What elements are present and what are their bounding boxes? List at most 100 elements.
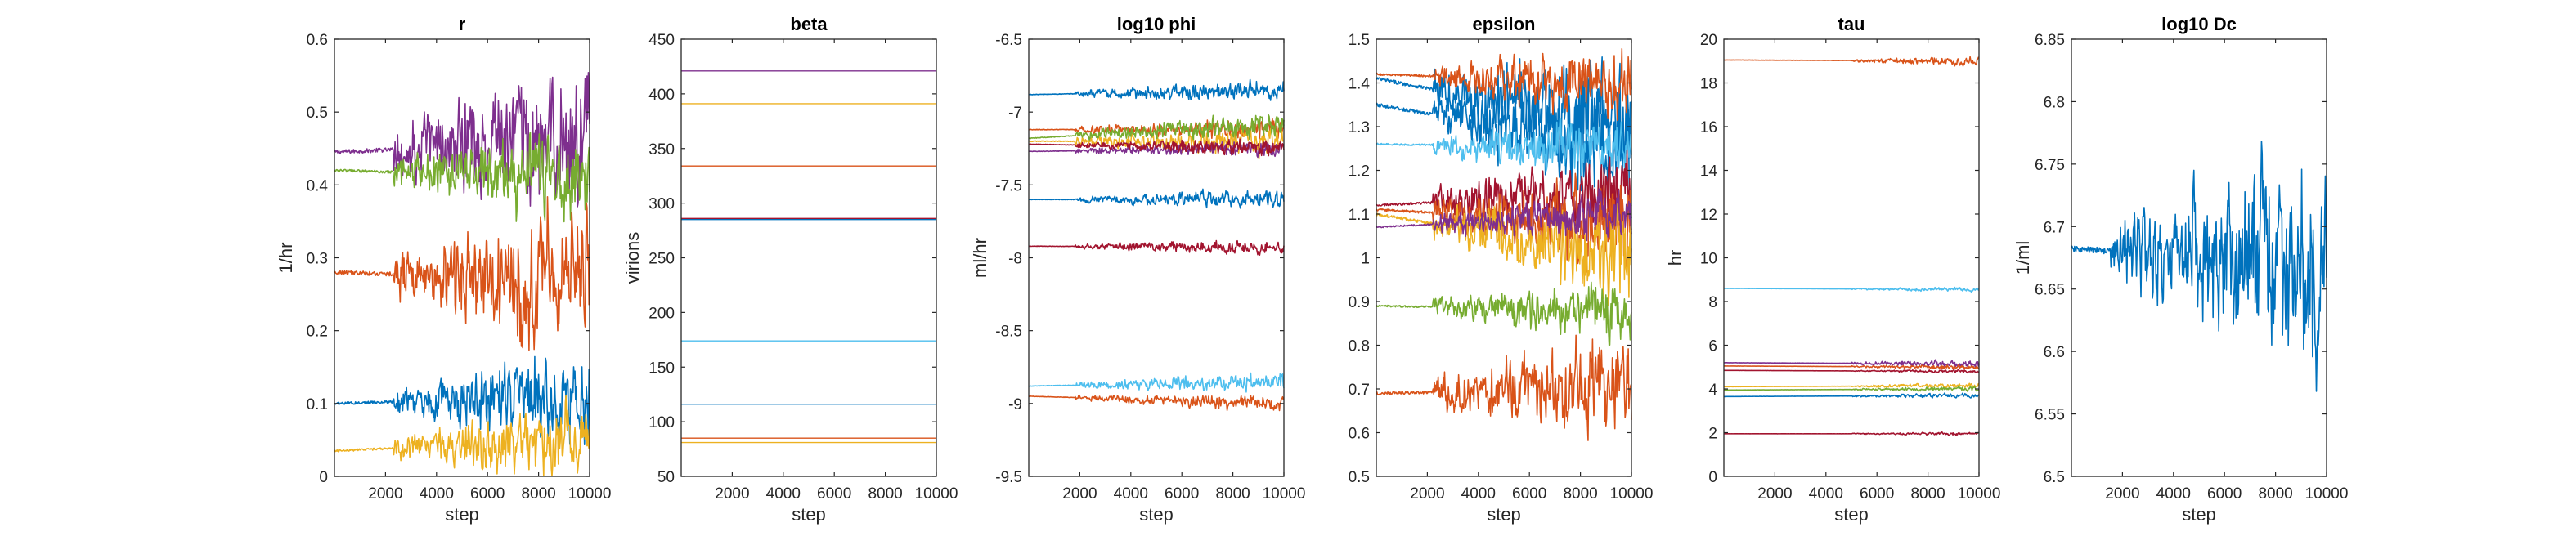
- series-line-green: [1028, 114, 1285, 141]
- y-tick-label: -9.5: [995, 469, 1022, 486]
- y-tick-label: 400: [648, 87, 675, 104]
- chart-panel-6: 2000 4000 6000 8000 10000 6.5 6.55 6.6 6.65 6.7 6.…: [2013, 14, 2348, 525]
- y-tick-label: 8: [1708, 294, 1717, 311]
- y-tick-label: 6.75: [2035, 157, 2065, 174]
- x-tick-label: 8000: [2258, 485, 2292, 502]
- x-tick-label: 2000: [1410, 485, 1444, 502]
- x-axis-label: step: [2182, 504, 2216, 525]
- plot-area: [681, 39, 936, 476]
- y-tick-label: 6.5: [2044, 469, 2065, 486]
- series-group: [1376, 47, 1632, 441]
- series-line-green: [1723, 385, 1980, 392]
- series-line-orange: [1723, 56, 1980, 67]
- x-tick-label: 4000: [420, 485, 454, 502]
- x-axis-label: step: [1834, 504, 1869, 525]
- x-tick-label: 6000: [1860, 485, 1894, 502]
- series-line-maroon: [1028, 138, 1285, 157]
- y-tick-label: 6.6: [2044, 344, 2065, 361]
- y-tick-label: 2: [1708, 426, 1717, 443]
- x-tick-label: 8000: [1215, 485, 1250, 502]
- y-tick-label: 6: [1708, 338, 1717, 355]
- x-tick-label: 4000: [766, 485, 801, 502]
- x-tick-label: 4000: [1114, 485, 1148, 502]
- y-tick-label: -8.5: [995, 324, 1022, 341]
- y-tick-label: 0: [1708, 469, 1717, 486]
- y-tick-label: -7: [1008, 105, 1022, 122]
- x-axis-label: step: [445, 504, 479, 525]
- series-line-cyan: [1028, 372, 1285, 393]
- x-tick-label: 4000: [1461, 485, 1496, 502]
- y-tick-label: 150: [648, 360, 675, 377]
- series-line-maroon: [1723, 431, 1980, 436]
- y-tick-label: 4: [1708, 382, 1717, 399]
- y-tick-label: 100: [648, 414, 675, 431]
- x-tick-label: 6000: [817, 485, 851, 502]
- x-tick-label: 8000: [1910, 485, 1945, 502]
- chart-title: log10 Dc: [2161, 14, 2237, 34]
- y-tick-label: 50: [657, 469, 675, 486]
- series-group: [681, 70, 936, 444]
- y-tick-label: 1.4: [1349, 76, 1371, 93]
- series-line-blue: [334, 355, 590, 446]
- chart-title: beta: [790, 14, 828, 34]
- series-line-blue: [1723, 392, 1980, 399]
- y-tick-label: 300: [648, 196, 675, 213]
- x-tick-label: 10000: [2305, 485, 2349, 502]
- x-tick-label: 2000: [2105, 485, 2139, 502]
- y-tick-label: -9: [1008, 396, 1022, 413]
- series-line-purple: [1723, 359, 1980, 368]
- series-line-yellow: [1723, 382, 1980, 389]
- series-line-orange: [1376, 334, 1632, 441]
- y-tick-label: 0.6: [307, 32, 328, 49]
- y-tick-label: 200: [648, 305, 675, 322]
- plot-area: [2071, 39, 2327, 476]
- x-tick-label: 10000: [915, 485, 958, 502]
- y-tick-label: 12: [1700, 207, 1717, 224]
- y-tick-label: -6.5: [995, 32, 1022, 49]
- y-axis-label: hr: [1665, 250, 1685, 266]
- y-tick-label: 0.3: [307, 251, 328, 268]
- x-axis-label: step: [1487, 504, 1521, 525]
- x-tick-label: 2000: [1757, 485, 1792, 502]
- series-line-green: [1376, 281, 1632, 346]
- x-tick-label: 6000: [1165, 485, 1199, 502]
- x-tick-label: 10000: [568, 485, 612, 502]
- y-tick-label: 0.5: [1349, 469, 1370, 486]
- plot-area: [1029, 39, 1284, 476]
- series-line-cyan: [1376, 118, 1632, 180]
- y-tick-label: 1: [1361, 251, 1370, 268]
- series-group: [334, 72, 590, 477]
- chart-panel-2: 2000 4000 6000 8000 10000 50 100 150 200 250 300 35…: [622, 14, 958, 525]
- series-line-cyan: [1723, 286, 1980, 293]
- series-line-orange: [1028, 394, 1285, 412]
- x-tick-label: 8000: [1563, 485, 1597, 502]
- y-axis-label: virions: [622, 232, 643, 284]
- chart-panel-4: 2000 4000 6000 8000 10000 0.5 0.6 0.7 0.8 0.9 1 1.1…: [1349, 14, 1654, 525]
- series-line-maroon: [1028, 239, 1285, 257]
- y-axis-label: 1/hr: [276, 243, 296, 274]
- y-tick-label: 0.6: [1349, 426, 1370, 443]
- y-tick-label: 450: [648, 32, 675, 49]
- chart-panel-3: 2000 4000 6000 8000 10000 -9.5 -9 -8.5 -8 -7.5 -7 -…: [970, 14, 1305, 525]
- series-line-blue: [1376, 79, 1632, 218]
- x-tick-label: 4000: [1809, 485, 1843, 502]
- x-tick-label: 2000: [368, 485, 402, 502]
- series-line-purple: [1028, 141, 1285, 159]
- series-line-orange: [334, 195, 590, 351]
- series-line-blue: [2071, 141, 2327, 392]
- y-tick-label: 20: [1700, 32, 1717, 49]
- series-line-maroon: [1723, 368, 1980, 374]
- y-tick-label: 6.55: [2035, 407, 2065, 424]
- x-axis-label: step: [1139, 504, 1174, 525]
- chart-title: r: [459, 14, 466, 34]
- y-tick-label: 6.8: [2044, 94, 2065, 111]
- y-tick-label: 10: [1700, 251, 1717, 268]
- chart-title: tau: [1838, 14, 1865, 34]
- y-tick-label: 6.65: [2035, 282, 2065, 299]
- chart-panel-5: 2000 4000 6000 8000 10000 0 2 4 6 8 10 12 14 16 18 20 ta…: [1665, 14, 2000, 525]
- y-tick-label: 14: [1700, 163, 1718, 181]
- plot-area: [1724, 39, 1979, 476]
- series-line-purple: [1376, 188, 1632, 242]
- x-tick-label: 2000: [715, 485, 749, 502]
- y-tick-label: 0.7: [1349, 382, 1370, 399]
